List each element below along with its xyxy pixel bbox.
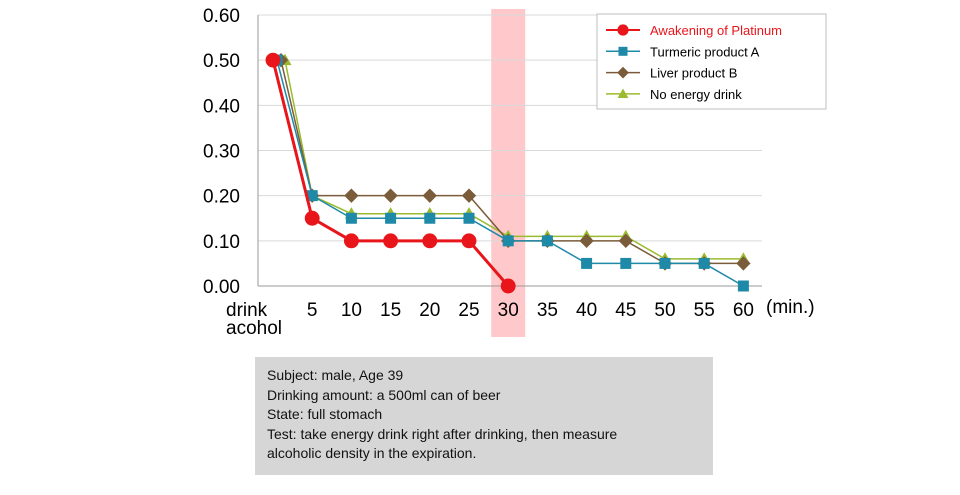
legend-marker (617, 88, 629, 98)
data-point (344, 188, 359, 203)
series-awakening-of-platinum (265, 52, 516, 294)
info-line: Subject: male, Age 39 (267, 367, 404, 383)
legend-item: Awakening of Platinum (606, 23, 782, 38)
x-tick-label: 10 (341, 300, 362, 321)
x-unit-label: (min.) (766, 297, 815, 318)
x-tick-label: 55 (694, 300, 715, 321)
x-tick-label: 25 (458, 300, 479, 321)
data-point (345, 212, 357, 224)
data-point (500, 278, 516, 294)
x-tick-label: 40 (576, 300, 597, 321)
data-point (422, 188, 437, 203)
x-tick-label: 20 (419, 300, 440, 321)
legend-label: Turmeric product A (650, 44, 760, 59)
data-point (306, 190, 318, 202)
x-tick-label: 30 (498, 300, 519, 321)
legend-item: Turmeric product A (606, 44, 760, 59)
legend-label: No energy drink (650, 87, 742, 102)
data-point (581, 257, 593, 269)
data-point (265, 52, 281, 68)
x-tick-label: 45 (615, 300, 636, 321)
x-tick-label: 60 (733, 300, 754, 321)
y-tick-label: 0.60 (203, 6, 240, 27)
legend-marker (618, 46, 628, 56)
legend-item: Liver product B (606, 66, 737, 81)
y-tick-label: 0.10 (203, 232, 240, 253)
legend-marker (617, 66, 629, 79)
legend-item: No energy drink (606, 87, 742, 102)
data-point (343, 233, 359, 249)
x-tick-label: 5 (307, 300, 318, 321)
data-point (502, 235, 514, 247)
data-point (383, 188, 398, 203)
x-tick-label-drink-acohol: acohol (226, 318, 282, 339)
info-line: alcoholic density in the expiration. (267, 445, 477, 461)
x-tick-label-drink-acohol: drink (226, 300, 268, 321)
data-point (736, 256, 751, 271)
data-point (659, 257, 671, 269)
test-conditions-box: Subject: male, Age 39 Drinking amount: a… (255, 357, 713, 475)
legend-label: Awakening of Platinum (650, 23, 782, 38)
x-tick-label: 15 (380, 300, 401, 321)
data-point (461, 233, 477, 249)
y-tick-label: 0.40 (203, 96, 240, 117)
data-point (383, 233, 399, 249)
data-point (541, 235, 553, 247)
data-point (618, 233, 633, 248)
data-point (461, 188, 477, 203)
data-point (424, 212, 436, 224)
y-tick-label: 0.30 (203, 142, 240, 163)
x-tick-label: 35 (537, 300, 558, 321)
x-tick-label: 50 (654, 300, 675, 321)
data-point (737, 280, 749, 292)
info-line: State: full stomach (267, 406, 383, 422)
legend-label: Liver product B (650, 66, 737, 81)
data-point (620, 257, 632, 269)
data-point (385, 212, 397, 224)
data-point (579, 233, 594, 248)
info-line: Test: take energy drink right after drin… (267, 425, 618, 442)
series-turmeric-product-a (271, 54, 749, 292)
y-tick-label: 0.50 (203, 51, 240, 72)
y-tick-label: 0.00 (203, 277, 240, 298)
info-line: Drinking amount: a 500ml can of beer (267, 386, 501, 403)
legend-marker (617, 24, 629, 36)
y-tick-label: 0.20 (203, 187, 240, 208)
legend: Awakening of Platinum Turmeric product A L… (596, 13, 827, 110)
data-point (463, 212, 475, 224)
data-point (698, 257, 710, 269)
data-point (304, 210, 320, 226)
data-point (422, 233, 438, 249)
